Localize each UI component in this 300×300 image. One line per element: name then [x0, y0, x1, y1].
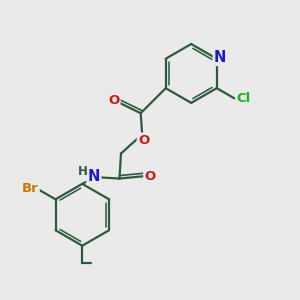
Text: N: N: [88, 169, 100, 184]
Text: H: H: [78, 165, 88, 178]
Text: O: O: [138, 134, 149, 147]
Text: O: O: [108, 94, 119, 107]
Text: Br: Br: [22, 182, 38, 195]
Text: N: N: [214, 50, 226, 65]
Text: O: O: [145, 170, 156, 183]
Text: Cl: Cl: [236, 92, 250, 105]
